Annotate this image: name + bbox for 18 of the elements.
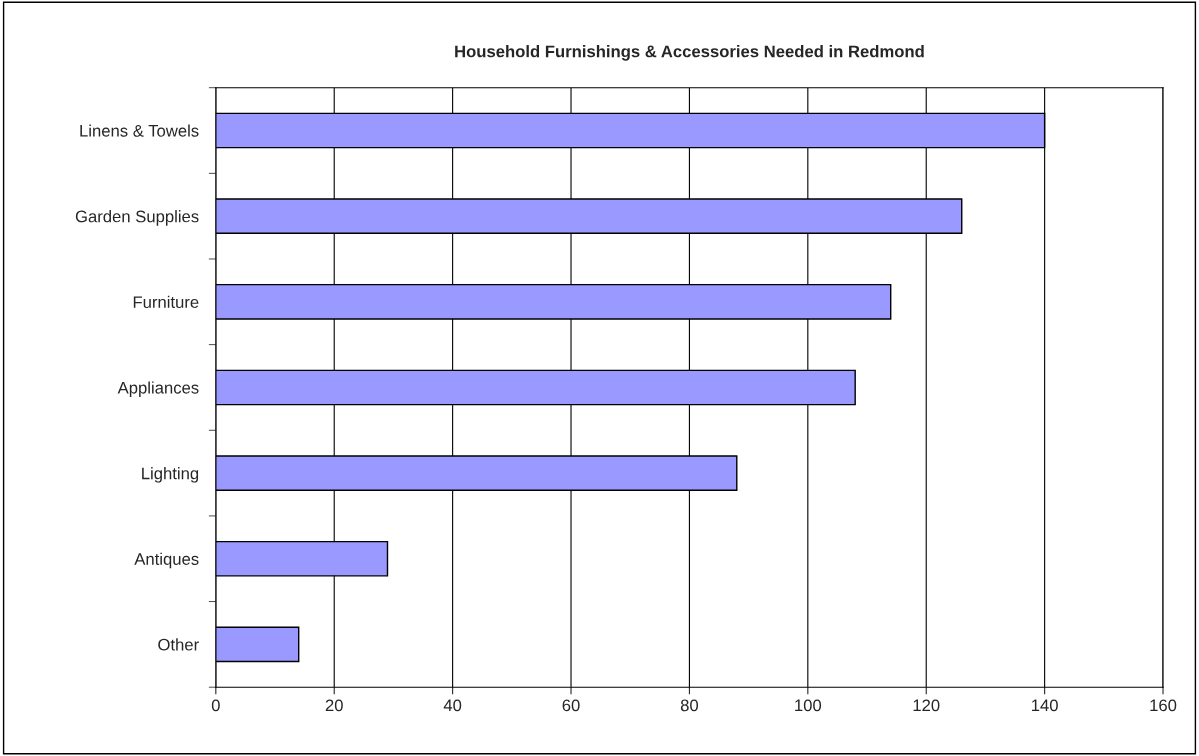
y-tick-label: Antiques — [134, 552, 199, 569]
x-tick-label: 160 — [1150, 699, 1177, 712]
y-tick-label: Furniture — [133, 295, 199, 309]
x-tick-label: 40 — [443, 699, 462, 712]
x-tick-label: 120 — [913, 699, 940, 712]
y-tick-label: Lighting — [142, 467, 199, 483]
x-tick-label: 100 — [795, 699, 822, 712]
x-tick-label: 0 — [211, 699, 220, 712]
x-tick-label: 20 — [325, 699, 343, 712]
y-tick-label: Linens & Towels — [80, 124, 199, 137]
x-tick-label: 80 — [680, 699, 699, 712]
bar — [215, 626, 300, 663]
y-tick-label: Appliances — [117, 381, 199, 397]
x-tick-label: 140 — [1032, 699, 1058, 712]
x-tick-label: 60 — [562, 699, 580, 712]
chart-title: Household Furnishings & Accessories Needed in Redmond — [455, 45, 924, 61]
y-tick-label: Garden Supplies — [75, 210, 199, 226]
y-tick-label: Other — [158, 638, 199, 651]
